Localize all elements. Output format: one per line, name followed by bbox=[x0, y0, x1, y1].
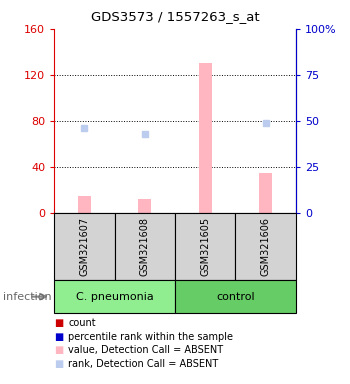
Text: GSM321607: GSM321607 bbox=[79, 217, 90, 276]
Bar bbox=[54, 213, 115, 280]
Bar bbox=[175, 213, 235, 280]
Text: control: control bbox=[216, 291, 255, 302]
Text: GSM321608: GSM321608 bbox=[140, 217, 150, 276]
Bar bbox=[235, 213, 296, 280]
Text: infection: infection bbox=[4, 291, 52, 302]
Bar bbox=[198, 63, 212, 213]
Bar bbox=[54, 280, 175, 313]
Text: rank, Detection Call = ABSENT: rank, Detection Call = ABSENT bbox=[68, 359, 218, 369]
Bar bbox=[115, 213, 175, 280]
Text: GSM321605: GSM321605 bbox=[200, 217, 210, 276]
Text: C. pneumonia: C. pneumonia bbox=[76, 291, 154, 302]
Bar bbox=[175, 280, 296, 313]
Text: ■: ■ bbox=[54, 359, 63, 369]
Text: count: count bbox=[68, 318, 96, 328]
Text: ■: ■ bbox=[54, 318, 63, 328]
Bar bbox=[78, 196, 91, 213]
Text: value, Detection Call = ABSENT: value, Detection Call = ABSENT bbox=[68, 345, 223, 355]
Text: percentile rank within the sample: percentile rank within the sample bbox=[68, 332, 233, 342]
Bar bbox=[138, 199, 152, 213]
Text: GDS3573 / 1557263_s_at: GDS3573 / 1557263_s_at bbox=[91, 10, 259, 23]
Bar bbox=[259, 173, 272, 213]
Text: ■: ■ bbox=[54, 332, 63, 342]
Text: ■: ■ bbox=[54, 345, 63, 355]
Text: GSM321606: GSM321606 bbox=[260, 217, 271, 276]
